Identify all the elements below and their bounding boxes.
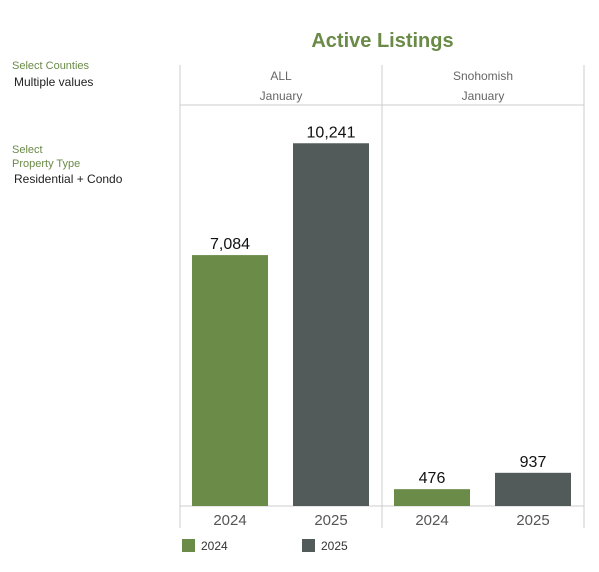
property-type-filter-label-line2: Property Type: [12, 158, 81, 170]
bar-1-2025: [293, 143, 369, 506]
x-tick-2-2024: 2024: [415, 512, 448, 529]
bar-1-2024: [192, 255, 268, 506]
property-type-filter-label-line1: Select: [12, 144, 43, 156]
panel-month-2: January: [462, 89, 505, 103]
bar-2-2025: [495, 472, 571, 506]
legend-swatch-2025: [302, 539, 315, 552]
panel-month-1: January: [260, 89, 303, 103]
panel-header-1: ALL: [270, 69, 292, 83]
bar-2-2024: [394, 489, 470, 506]
data-label-1-2024: 7,084: [210, 236, 250, 253]
data-label-1-2025: 10,241: [307, 124, 356, 141]
x-tick-2-2025: 2025: [516, 512, 549, 529]
counties-filter-label: Select Counties: [12, 60, 90, 72]
chart-title: Active Listings: [311, 30, 454, 52]
data-label-2-2024: 476: [419, 470, 446, 487]
counties-filter-value[interactable]: Multiple values: [14, 75, 94, 89]
panel-header-2: Snohomish: [453, 69, 513, 83]
legend-swatch-2024: [182, 539, 195, 552]
x-tick-1-2024: 2024: [213, 512, 246, 529]
data-label-2-2025: 937: [520, 454, 547, 471]
legend-label-2025: 2025: [321, 539, 348, 553]
legend-label-2024: 2024: [201, 539, 228, 553]
x-tick-1-2025: 2025: [314, 512, 347, 529]
property-type-filter-value[interactable]: Residential + Condo: [14, 172, 123, 186]
